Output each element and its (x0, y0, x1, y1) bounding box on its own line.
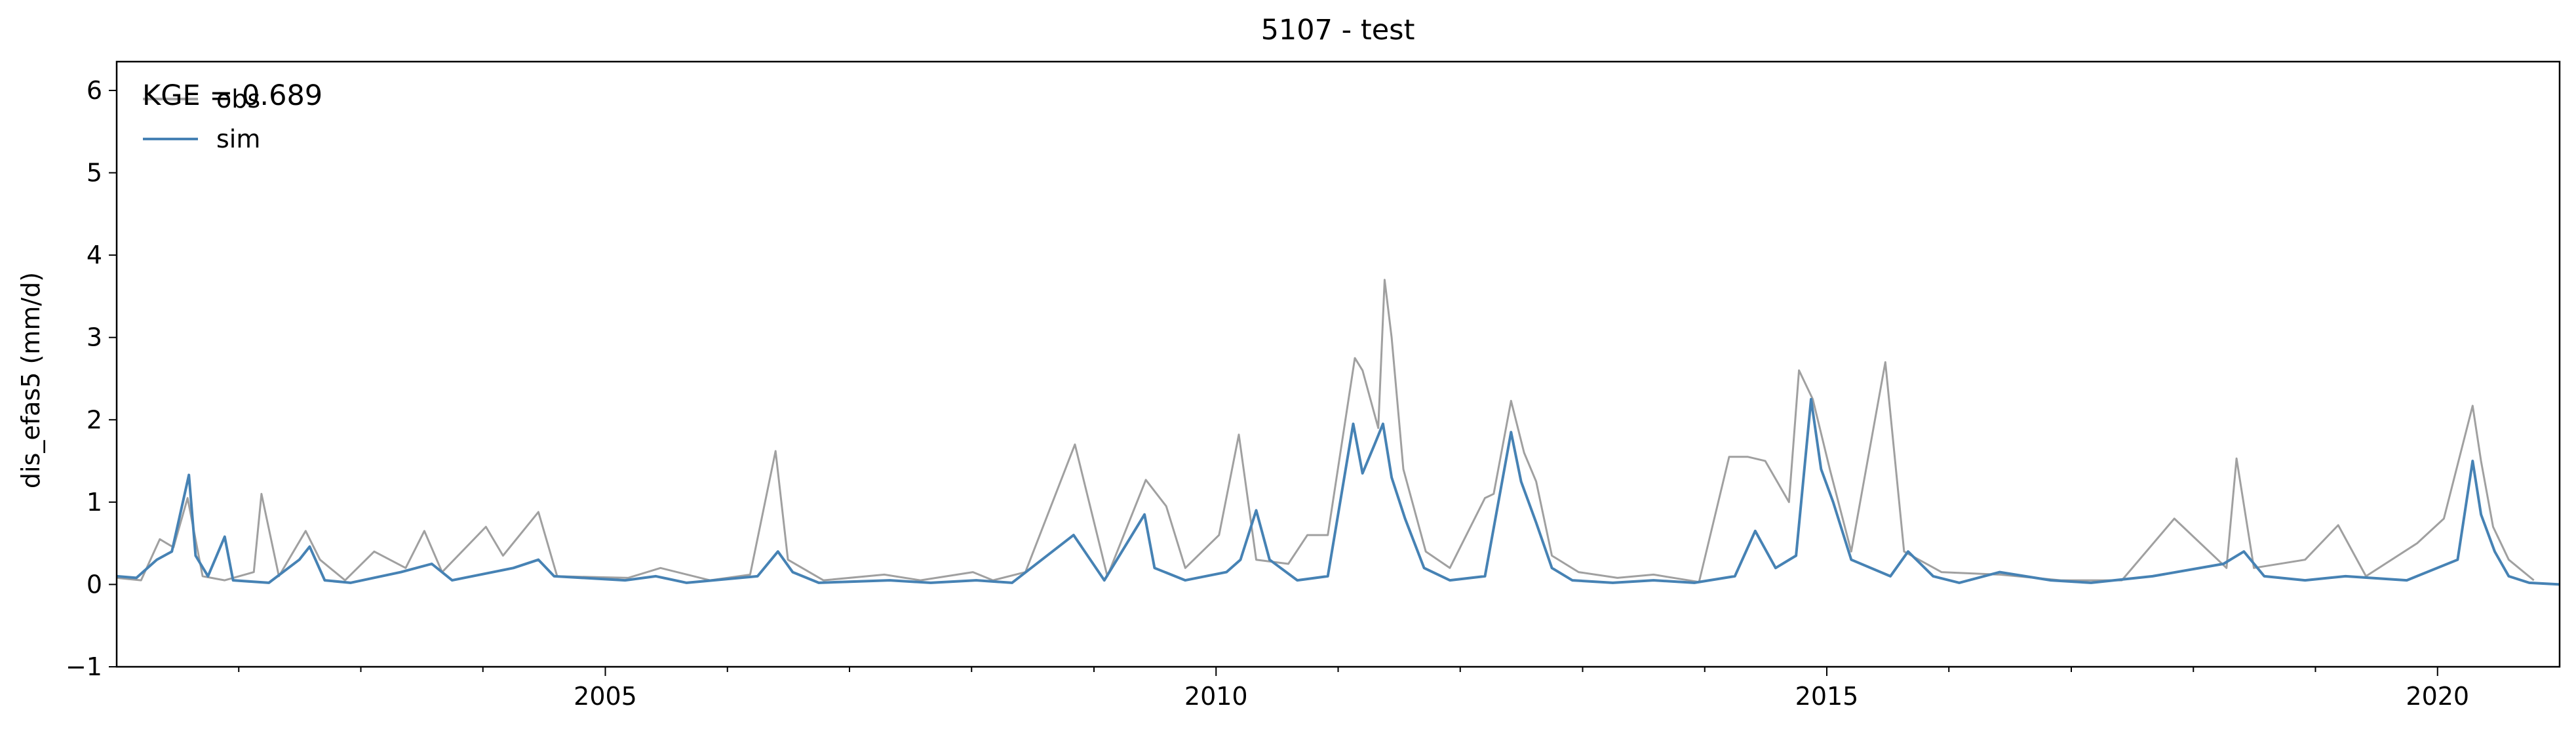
kge-annotation: KGE = 0.689 (142, 79, 322, 112)
legend-sim-label: sim (216, 125, 260, 153)
y-tick-label: 6 (87, 76, 102, 105)
x-tick-label: 2005 (574, 682, 637, 711)
y-tick-label: 0 (87, 570, 102, 599)
plot-area (116, 279, 2560, 586)
axes: −1 0 1 2 3 4 5 6 2005 2010 2015 2020 (66, 60, 2561, 711)
y-tick-label: 4 (87, 241, 102, 269)
x-tick-label: 2015 (1795, 682, 1859, 711)
y-tick-label: 5 (87, 159, 102, 188)
y-tick-label: 2 (87, 405, 102, 434)
y-tick-label: 1 (87, 488, 102, 517)
x-tick-label: 2020 (2406, 682, 2469, 711)
chart-title: 5107 - test (1261, 14, 1415, 47)
series-line-sim (116, 397, 2560, 586)
y-axis-label: dis_efas5 (mm/d) (16, 272, 45, 488)
legend-obs-label: obs (216, 85, 260, 113)
plot-frame (115, 60, 2561, 668)
y-tick-label: −1 (66, 652, 102, 681)
x-tick-label: 2010 (1184, 682, 1248, 711)
series-line-obs (116, 279, 2535, 584)
y-tick-label: 3 (87, 323, 102, 352)
legend: obs sim (143, 85, 260, 153)
